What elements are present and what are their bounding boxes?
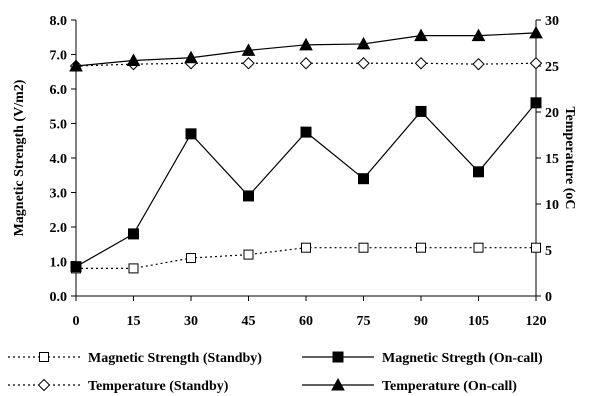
y-left-ticks: 0.0 1.0 2.0 3.0 4.0 5.0 6.0 7.0 8.0 <box>50 14 76 305</box>
y-left-tick-label: 2.0 <box>50 221 68 236</box>
series-1 <box>70 97 542 273</box>
y-left-tick-label: 6.0 <box>50 83 68 98</box>
data-point <box>416 242 426 253</box>
data-point <box>531 242 541 253</box>
data-point <box>415 105 427 117</box>
data-point <box>473 242 484 253</box>
y-right-ticks: 0 5 10 15 20 25 30 <box>536 14 559 305</box>
y-right-tick-label: 5 <box>545 244 552 259</box>
data-point <box>128 263 139 274</box>
y-axis-left-title: Magnetic Strength (V/m2) <box>12 79 27 236</box>
y-left-tick-label: 7.0 <box>50 49 68 64</box>
data-point <box>241 43 256 56</box>
legend-item: Magnetic Strength (Standby) <box>8 351 262 366</box>
x-tick-label: 105 <box>468 314 489 329</box>
legend-marker <box>331 377 345 391</box>
data-point <box>126 53 141 66</box>
data-point <box>529 57 543 70</box>
data-point <box>243 190 254 202</box>
legend-item: Magnetic Stregth (On-call) <box>302 351 543 366</box>
data-point <box>69 58 83 72</box>
plot-area <box>69 25 543 274</box>
data-point <box>299 57 313 70</box>
y-left-tick-label: 8.0 <box>50 14 68 29</box>
data-point <box>358 173 369 185</box>
data-point <box>184 50 198 64</box>
x-tick-label: 15 <box>127 314 141 329</box>
y-left-tick-label: 0.0 <box>50 290 68 305</box>
data-point <box>358 242 369 253</box>
data-point <box>529 25 543 39</box>
data-point <box>300 126 312 138</box>
data-point <box>472 57 485 71</box>
legend-marker <box>39 352 49 362</box>
data-point <box>185 128 197 140</box>
data-point <box>243 249 254 260</box>
data-point <box>414 28 428 42</box>
x-tick-label: 75 <box>357 314 371 329</box>
y-left-tick-label: 1.0 <box>50 256 68 271</box>
y-right-tick-label: 0 <box>545 290 552 305</box>
y-right-tick-label: 10 <box>545 198 559 213</box>
data-point <box>301 242 311 253</box>
legend-label: Magnetic Strength (Standby) <box>88 351 262 366</box>
x-tick-label: 60 <box>299 314 313 329</box>
y-right-tick-label: 30 <box>545 14 559 29</box>
data-point <box>186 253 196 264</box>
legend-marker <box>332 351 344 363</box>
x-tick-label: 45 <box>242 314 256 329</box>
x-tick-label: 120 <box>526 314 547 329</box>
data-point <box>299 37 313 51</box>
y-left-tick-label: 3.0 <box>50 187 68 202</box>
legend-item: Temperature (Standby) <box>8 378 229 394</box>
legend-label: Temperature (Standby) <box>88 379 229 394</box>
y-right-tick-label: 20 <box>545 106 559 121</box>
data-point <box>473 166 484 178</box>
legend-item: Temperature (On-call) <box>302 377 517 394</box>
series-0 <box>71 242 541 274</box>
x-tick-label: 0 <box>73 314 80 329</box>
legend-label: Temperature (On-call) <box>382 379 517 394</box>
series-3 <box>69 25 543 72</box>
legend-marker <box>37 378 51 392</box>
data-point <box>414 57 428 70</box>
data-point <box>128 228 139 240</box>
data-point <box>356 36 371 50</box>
y-axis-right-title: Temperature (oC <box>562 106 577 209</box>
data-point <box>530 97 542 109</box>
x-tick-label: 30 <box>184 314 198 329</box>
x-tick-label: 90 <box>414 314 428 329</box>
y-left-tick-label: 5.0 <box>50 118 68 133</box>
x-ticks: 0 15 30 45 60 75 90 105 120 <box>73 296 547 329</box>
data-point <box>357 57 370 70</box>
legend-label: Magnetic Stregth (On-call) <box>382 351 543 366</box>
y-right-tick-label: 25 <box>545 60 559 75</box>
data-point <box>471 28 486 42</box>
data-point <box>70 261 82 273</box>
y-right-tick-label: 15 <box>545 152 559 167</box>
legend: Magnetic Strength (Standby) Magnetic Stre… <box>8 351 543 394</box>
y-left-tick-label: 4.0 <box>50 152 68 167</box>
data-point <box>242 57 255 70</box>
